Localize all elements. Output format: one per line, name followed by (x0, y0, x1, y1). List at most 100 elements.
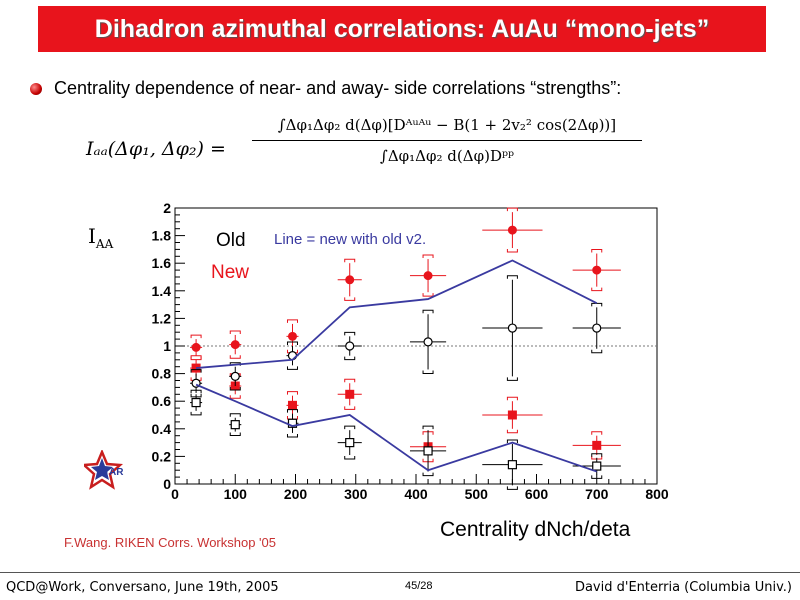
x-tick-label: 500 (465, 486, 489, 502)
sys-bracket-bottom (229, 395, 241, 399)
data-point-old-near (592, 323, 602, 333)
formula-denominator: ∫Δφ₁Δφ₂ d(Δφ)Dᵖᵖ (380, 147, 514, 165)
page-number: 45/28 (405, 580, 433, 592)
sys-bracket-top (344, 425, 356, 430)
footer-divider (0, 572, 800, 573)
data-point-old-away (230, 420, 240, 430)
sys-bracket-top (344, 378, 356, 383)
y-tick-label: 0 (163, 476, 171, 492)
data-point-old-near (423, 337, 433, 347)
y-axis-label: IAA (88, 224, 113, 251)
sys-bracket-bottom (286, 366, 298, 370)
x-tick-label: 400 (404, 486, 428, 502)
sys-bracket-top (344, 331, 356, 336)
data-point-old-near (345, 341, 355, 351)
y-tick-label: 0.4 (152, 421, 172, 437)
sys-bracket-bottom (229, 387, 241, 391)
x-tick-label: 100 (224, 486, 248, 502)
bullet-item: Centrality dependence of near- and away-… (30, 78, 790, 99)
data-point-new-near (230, 340, 240, 350)
data-point-old-near (507, 323, 518, 333)
data-point-old-away (287, 418, 298, 428)
sys-bracket-top (190, 355, 202, 359)
formula-fraction: ∫Δφ₁Δφ₂ d(Δφ)[Dᴬᵘᴬᵘ − B(1 + 2v₂² cos(2Δφ… (252, 116, 642, 165)
data-point-new-away (507, 410, 517, 420)
data-point-new-near (423, 271, 433, 281)
data-point-old-near (230, 371, 240, 381)
sys-bracket-top (506, 207, 518, 212)
data-point-new-away (592, 440, 602, 450)
formula-lhs: Iₐₐ(Δφ₁, Δφ₂) = (86, 138, 226, 160)
sys-bracket-bottom (422, 293, 434, 297)
y-tick-label: 0.2 (152, 448, 172, 464)
footer-right: David d'Enterria (Columbia Univ.) (574, 580, 792, 595)
legend-old: Old (216, 230, 246, 251)
y-axis-label-main: I (88, 224, 96, 248)
sys-bracket-bottom (344, 456, 356, 460)
sys-bracket-top (422, 309, 434, 314)
iaa-formula: Iₐₐ(Δφ₁, Δφ₂) = ∫Δφ₁Δφ₂ d(Δφ)[Dᴬᵘᴬᵘ − B(… (80, 112, 650, 188)
sys-bracket-bottom (422, 370, 434, 374)
sys-bracket-top (591, 249, 603, 253)
y-tick-label: 1.2 (152, 310, 172, 326)
sys-bracket-top (229, 413, 241, 417)
bullet-icon (30, 82, 42, 95)
sys-bracket-top (506, 396, 518, 401)
sys-bracket-bottom (422, 472, 434, 477)
sys-bracket-bottom (591, 287, 603, 292)
y-tick-label: 2 (163, 200, 171, 216)
x-tick-label: 700 (585, 486, 609, 502)
data-point-new-near (507, 225, 517, 235)
sys-bracket-bottom (344, 406, 356, 410)
sys-bracket-top (506, 439, 518, 443)
x-tick-label: 200 (284, 486, 308, 502)
sys-bracket-bottom (506, 249, 518, 253)
sys-bracket-bottom (344, 356, 356, 361)
sys-bracket-top (286, 391, 298, 395)
data-point-new-away (345, 389, 355, 399)
sys-bracket-bottom (506, 377, 518, 381)
x-tick-label: 300 (344, 486, 368, 502)
bullet-text: Centrality dependence of near- and away-… (54, 78, 622, 98)
series-line-4 (196, 259, 598, 369)
sys-bracket-top (229, 330, 241, 334)
sys-bracket-top (422, 254, 434, 259)
legend-line-note: Line = new with old v2. (274, 231, 427, 248)
y-tick-label: 1.6 (152, 255, 172, 271)
sys-bracket-bottom (344, 297, 356, 301)
y-tick-label: 0.8 (152, 366, 172, 382)
data-point-old-away (423, 446, 433, 456)
sys-bracket-top (591, 453, 603, 457)
slide-title: Dihadron azimuthal correlations: AuAu “m… (38, 6, 766, 52)
footer-left: QCD@Work, Conversano, June 19th, 2005 (6, 580, 279, 595)
data-point-new-near (191, 342, 201, 352)
sys-bracket-top (591, 431, 603, 435)
x-tick-label: 800 (645, 486, 669, 502)
sys-bracket-top (286, 341, 298, 345)
y-axis-label-sub: AA (95, 237, 114, 251)
y-tick-label: 1 (163, 338, 171, 354)
data-point-new-away (287, 400, 297, 410)
data-point-old-near (287, 351, 298, 361)
sys-bracket-bottom (506, 486, 518, 490)
star-logo-icon: STAR (84, 450, 124, 490)
y-tick-label: 1.4 (152, 283, 172, 299)
sys-bracket-bottom (591, 475, 603, 479)
x-tick-label: 600 (525, 486, 549, 502)
legend-new: New (211, 262, 250, 283)
sys-bracket-top (286, 319, 298, 323)
formula-numerator: ∫Δφ₁Δφ₂ d(Δφ)[Dᴬᵘᴬᵘ − B(1 + 2v₂² cos(2Δφ… (252, 116, 642, 141)
sys-bracket-bottom (229, 432, 241, 437)
data-point-old-away (191, 397, 201, 408)
star-logo-text: STAR (97, 467, 124, 478)
sys-bracket-bottom (190, 356, 202, 361)
data-point-new-near (345, 275, 355, 285)
sys-bracket-bottom (506, 429, 518, 434)
data-point-old-away (345, 438, 355, 448)
sys-bracket-bottom (591, 349, 603, 354)
sys-bracket-top (286, 409, 298, 413)
data-point-new-near (287, 331, 297, 341)
data-point-new-near (592, 265, 602, 275)
sys-bracket-top (190, 389, 202, 394)
